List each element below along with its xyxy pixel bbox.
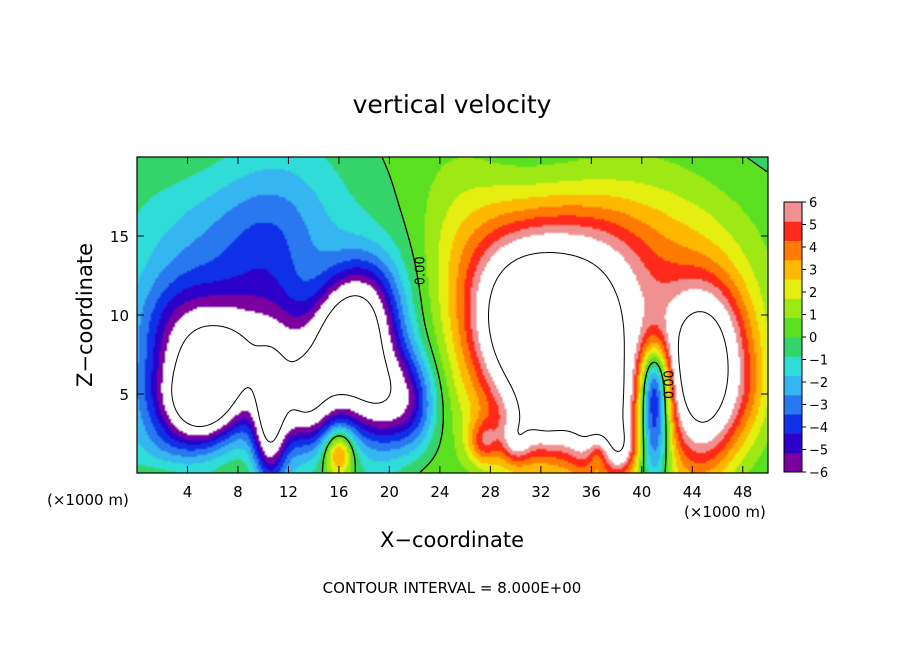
- y-tick-label: 15: [110, 228, 129, 246]
- y-axis-label: Z−coordinate: [73, 243, 97, 387]
- colorbar-swatch: [784, 433, 802, 454]
- x-unit-label-left: (×1000 m): [47, 491, 129, 509]
- colorbar-swatch: [784, 202, 802, 222]
- colorbar-swatch: [784, 337, 802, 357]
- colorbar-swatch: [784, 240, 802, 261]
- x-tick-label: 20: [380, 483, 399, 501]
- colorbar-swatch: [784, 356, 802, 376]
- colorbar-tick-label: −3: [809, 399, 828, 414]
- colorbar-swatch: [784, 279, 802, 299]
- x-tick-label: 24: [430, 483, 449, 501]
- chart-title: vertical velocity: [353, 90, 552, 119]
- contour-label: 0.00: [414, 256, 429, 285]
- colorbar-tick-label: −1: [809, 354, 828, 369]
- contour-line: [321, 157, 768, 473]
- colorbar-tick-label: 0: [809, 331, 817, 346]
- contour-label: 0.00: [662, 370, 677, 399]
- colorbar-swatch: [784, 221, 802, 241]
- x-tick-label: 4: [183, 483, 193, 501]
- colorbar-swatch: [784, 259, 802, 280]
- colorbar-tick-label: 3: [809, 264, 817, 279]
- y-tick-label: 10: [110, 307, 129, 325]
- x-unit-label-right: (×1000 m): [684, 503, 766, 521]
- colorbar-tick-label: −6: [809, 466, 828, 481]
- x-tick-label: 40: [632, 483, 651, 501]
- colorbar-swatch: [784, 317, 802, 338]
- colorbar: 6 5 4 3 2 1 0 −1 −2 −3 −4 −5 −6: [783, 196, 828, 481]
- x-axis-label: X−coordinate: [380, 528, 524, 552]
- colorbar-swatch: [784, 375, 802, 396]
- contour-interval-note: CONTOUR INTERVAL = 8.000E+00: [323, 579, 582, 597]
- colorbar-tick-label: 4: [809, 241, 817, 256]
- colorbar-swatch: [784, 394, 802, 415]
- colorbar-tick-label: −5: [809, 444, 828, 459]
- x-tick-label: 48: [733, 483, 752, 501]
- colorbar-tick-label: 5: [809, 219, 817, 234]
- x-tick-label: 44: [683, 483, 702, 501]
- x-tick-label: 8: [233, 483, 243, 501]
- y-axis-ticks: 5 10 15: [110, 228, 768, 404]
- y-tick-label: 5: [119, 386, 129, 404]
- plot-area: 0.00 0.00: [137, 157, 768, 473]
- x-tick-label: 36: [582, 483, 601, 501]
- x-tick-label: 28: [481, 483, 500, 501]
- colorbar-tick-label: 6: [809, 196, 817, 211]
- colorbar-tick-label: −4: [809, 421, 828, 436]
- colorbar-tick-label: 2: [809, 286, 817, 301]
- x-axis-ticks: 4 8 12 16 20 24 28 32 36 40 44 48: [183, 157, 752, 501]
- contour-line: [488, 252, 729, 452]
- colorbar-swatch: [784, 452, 802, 473]
- contour-line: [171, 295, 392, 443]
- colorbar-tick-label: 1: [809, 309, 817, 324]
- colorbar-swatch: [784, 414, 802, 434]
- x-tick-label: 32: [531, 483, 550, 501]
- x-tick-label: 12: [279, 483, 298, 501]
- x-tick-label: 16: [329, 483, 348, 501]
- colorbar-tick-label: −2: [809, 376, 828, 391]
- contour-lines: 0.00 0.00: [171, 157, 768, 473]
- velocity-field: [137, 157, 768, 473]
- colorbar-swatch: [784, 298, 802, 319]
